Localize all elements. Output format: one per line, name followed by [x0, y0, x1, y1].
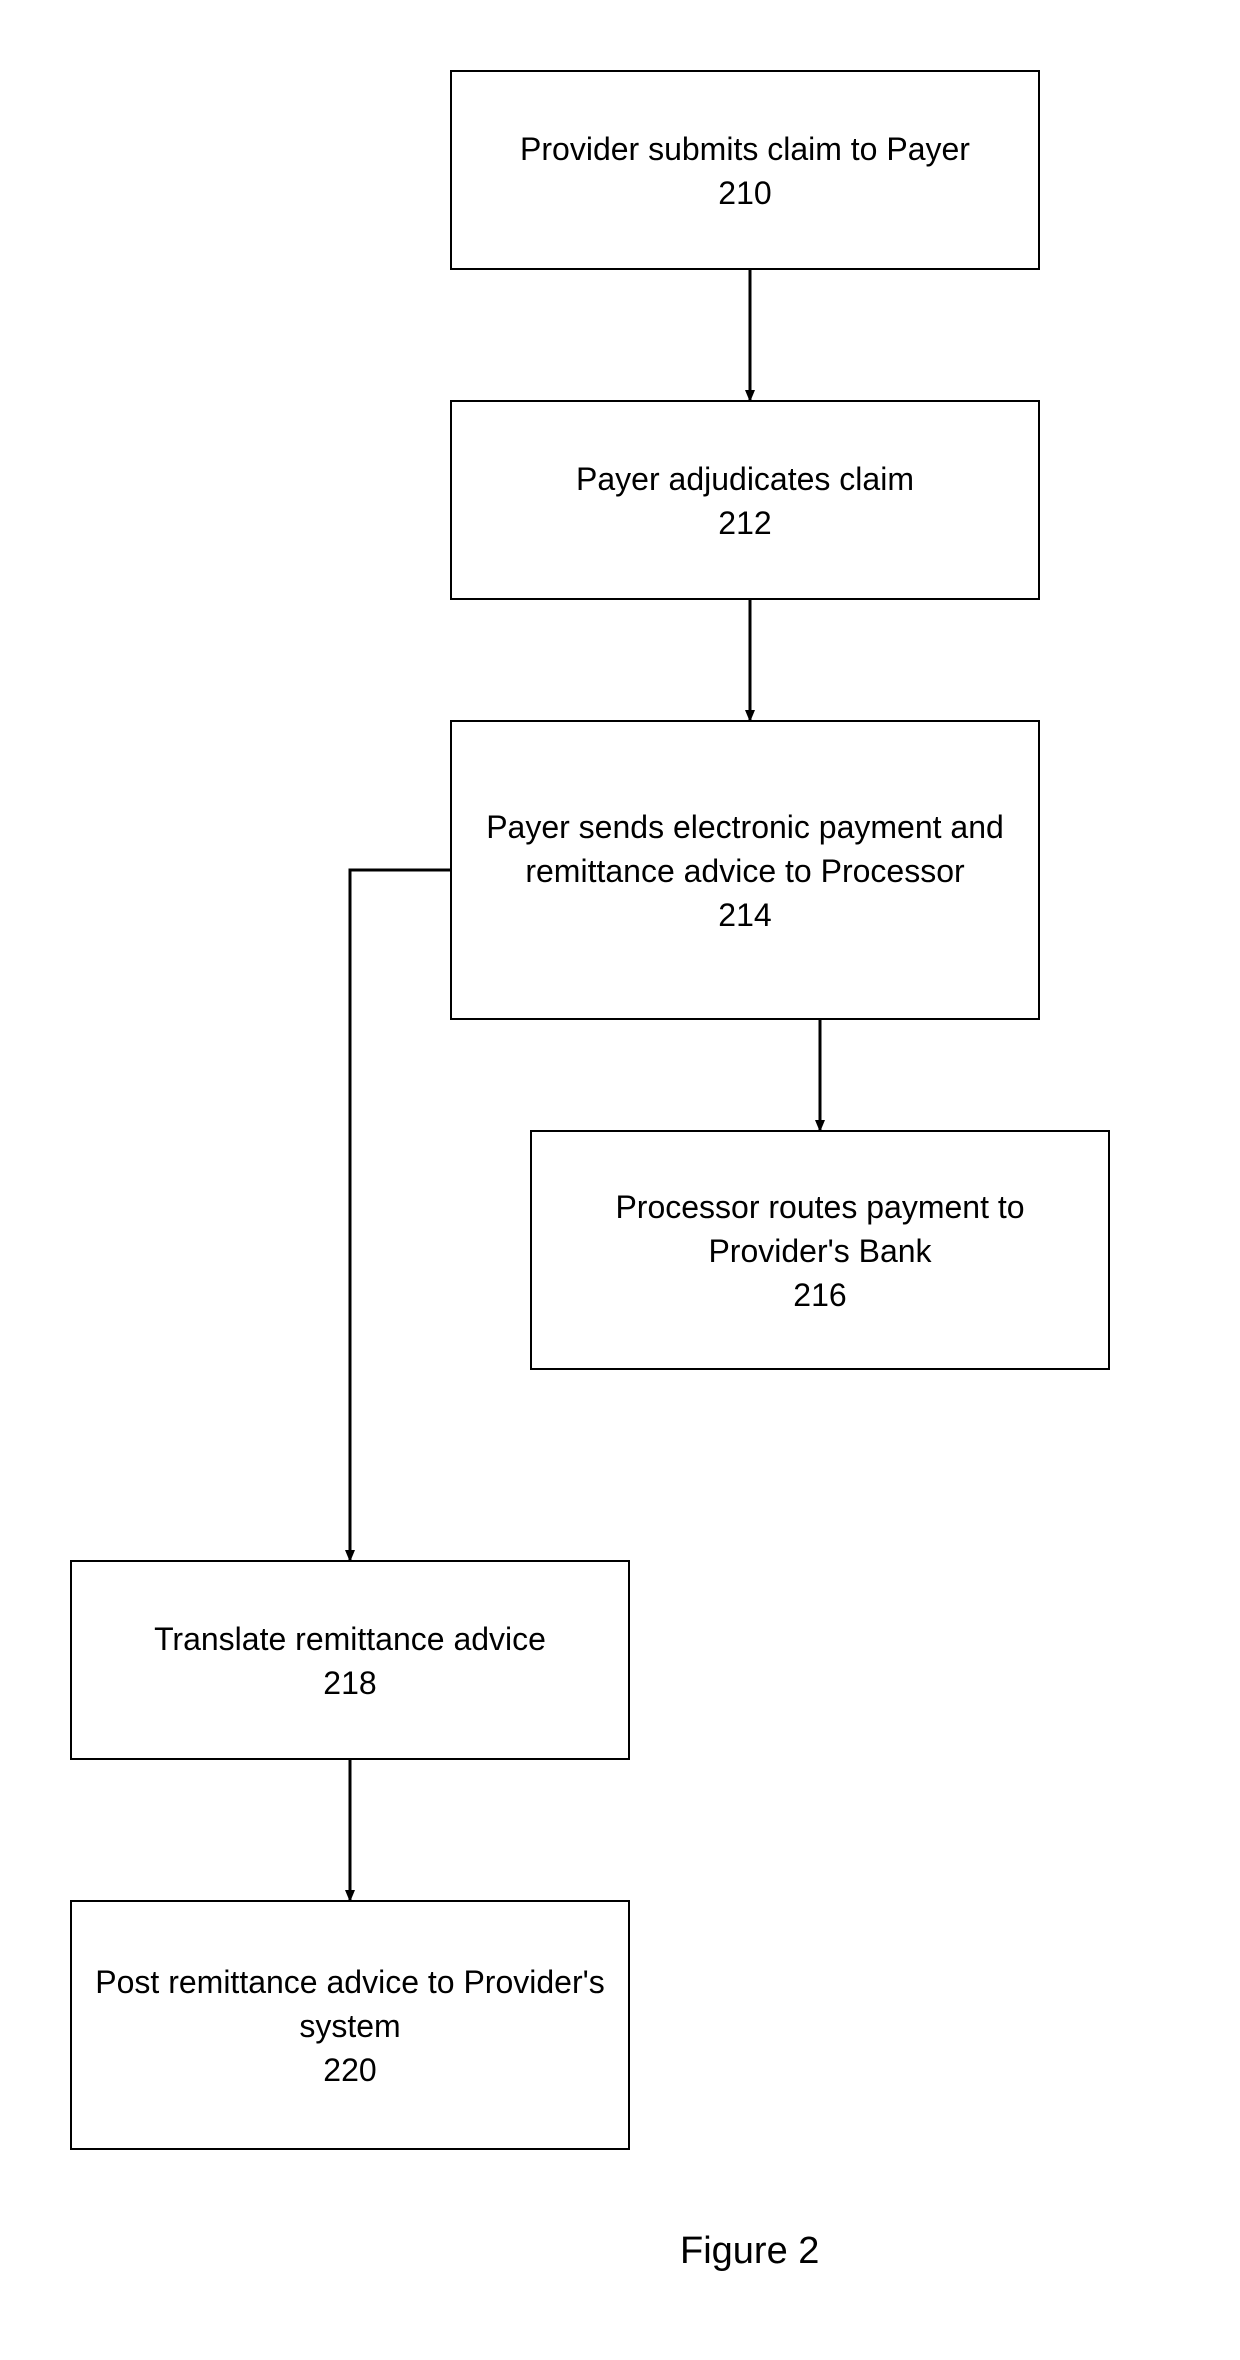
figure-label: Figure 2 — [680, 2230, 819, 2273]
flow-edge — [0, 0, 1240, 2360]
